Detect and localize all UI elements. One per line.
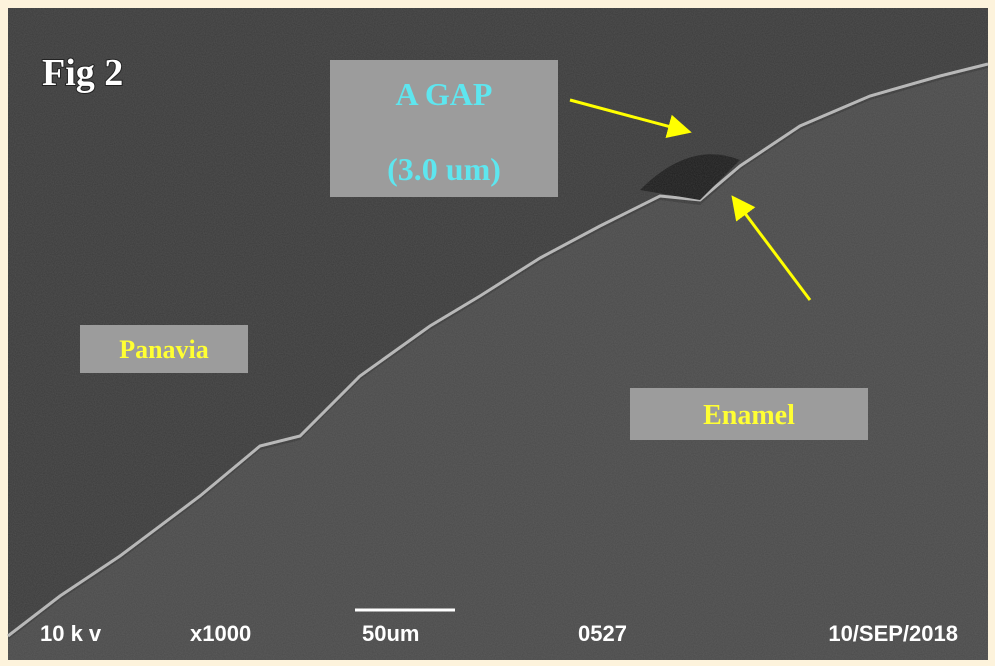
voltage: 10 k v [40,621,102,646]
magnification: x1000 [190,621,251,646]
panavia-label: Panavia [119,335,209,364]
page: Fig 2 A GAP (3.0 um) Panavia Enamel 10 k… [0,0,995,666]
image-number: 0527 [578,621,627,646]
date: 10/SEP/2018 [828,621,958,646]
gap-label: A GAP [396,76,493,112]
figure-label: Fig 2 [42,52,123,94]
gap-size: (3.0 um) [387,151,501,187]
sem-image: Fig 2 A GAP (3.0 um) Panavia Enamel 10 k… [0,0,995,666]
enamel-label: Enamel [703,400,795,431]
scale-label: 50um [362,621,419,646]
